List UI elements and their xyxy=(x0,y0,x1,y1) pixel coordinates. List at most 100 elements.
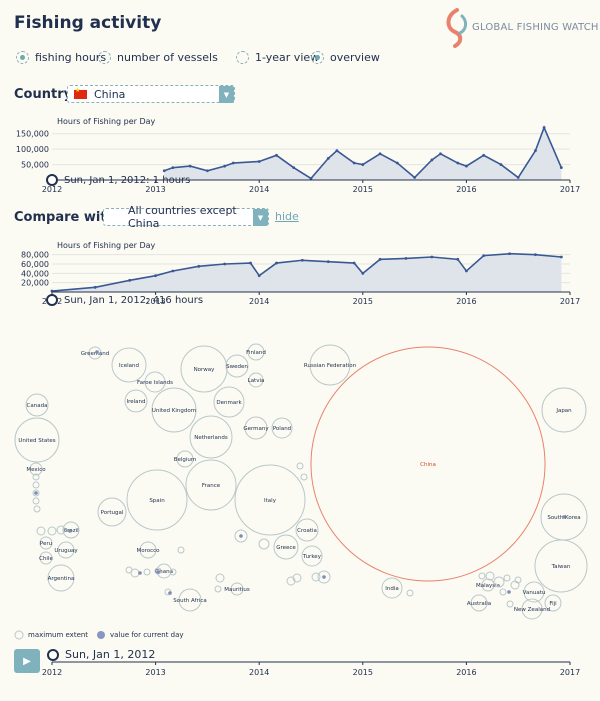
bubble-label: Japan xyxy=(555,408,572,414)
country-bubble[interactable] xyxy=(178,588,202,612)
country-bubble[interactable] xyxy=(185,459,237,511)
country-bubble[interactable] xyxy=(57,541,75,559)
country-bubble[interactable] xyxy=(39,551,53,565)
country-bubble[interactable] xyxy=(124,389,148,413)
compare-select[interactable]: All countries except China ▼ xyxy=(103,204,269,230)
country-bubble[interactable] xyxy=(493,576,505,588)
country-bubble[interactable] xyxy=(169,568,177,576)
country-bubble[interactable] xyxy=(213,386,245,418)
hide-link[interactable]: hide xyxy=(275,210,299,223)
country-select[interactable]: China ▼ xyxy=(67,85,235,103)
country-bubble[interactable] xyxy=(286,576,296,586)
country-bubble[interactable] xyxy=(130,568,140,578)
country-bubble[interactable] xyxy=(317,570,331,584)
country-bubble[interactable] xyxy=(25,393,49,417)
country-bubble[interactable] xyxy=(271,417,293,439)
country-bubble[interactable] xyxy=(309,344,351,386)
country-bubble[interactable] xyxy=(381,577,403,599)
timeline-handle-icon[interactable] xyxy=(46,294,58,306)
country-bubble[interactable] xyxy=(534,539,588,593)
country-bubble[interactable] xyxy=(503,574,511,582)
country-bubble[interactable] xyxy=(32,481,40,489)
country-bubble[interactable] xyxy=(478,572,486,580)
country-bubble[interactable] xyxy=(32,497,40,505)
country-bubble[interactable] xyxy=(544,594,562,612)
country-bubble[interactable] xyxy=(244,416,268,440)
radio-empty-icon xyxy=(98,50,111,64)
country-current-text: Sun, Jan 1, 2012: 1 hours xyxy=(64,174,191,186)
country-bubble[interactable] xyxy=(215,573,225,583)
bubble-label: Peru xyxy=(40,541,52,547)
country-bubble[interactable] xyxy=(510,580,520,590)
country-bubble[interactable] xyxy=(33,505,41,513)
play-button[interactable]: ▶ xyxy=(14,649,40,673)
country-bubble[interactable] xyxy=(154,567,162,575)
country-bubble[interactable] xyxy=(32,489,40,497)
country-bubble[interactable] xyxy=(292,573,302,583)
country-bubble[interactable] xyxy=(176,450,194,468)
country-bubble[interactable] xyxy=(230,582,244,596)
country-bubble[interactable] xyxy=(485,571,495,581)
bubble-label: Chile xyxy=(39,556,53,562)
country-bubble[interactable] xyxy=(248,372,264,388)
fishing-hours-toggle[interactable]: fishing hours xyxy=(16,49,106,65)
country-bubble[interactable] xyxy=(470,594,488,612)
country-bubble[interactable] xyxy=(32,473,40,481)
country-bubble[interactable] xyxy=(523,581,545,603)
country-bubble[interactable] xyxy=(499,588,507,596)
number-of-vessels-toggle[interactable]: number of vessels xyxy=(98,49,218,65)
y-tick-label: 80,000 xyxy=(21,251,49,260)
country-current-label[interactable]: Sun, Jan 1, 2012: 1 hours xyxy=(46,174,190,186)
bubble-label: Denmark xyxy=(216,400,242,406)
country-bubble[interactable] xyxy=(247,343,265,361)
country-bubble[interactable] xyxy=(214,585,222,593)
country-bubble[interactable] xyxy=(234,529,248,543)
country-bubble[interactable] xyxy=(144,371,166,393)
country-bubble[interactable] xyxy=(139,541,157,559)
country-bubble[interactable] xyxy=(29,462,43,476)
data-point xyxy=(257,160,261,163)
timeline-handle-icon[interactable] xyxy=(47,648,59,661)
bubble-label: France xyxy=(202,483,221,489)
bubble-label: Croatia xyxy=(297,528,317,534)
country-bubble[interactable] xyxy=(47,564,75,592)
country-bubble[interactable] xyxy=(514,576,522,584)
country-bubble[interactable] xyxy=(62,521,80,539)
country-bubble[interactable] xyxy=(177,546,185,554)
country-bubble[interactable] xyxy=(406,589,414,597)
country-bubble[interactable] xyxy=(14,417,60,463)
country-bubble[interactable] xyxy=(301,545,323,567)
country-bubble[interactable] xyxy=(36,526,46,536)
country-bubble[interactable] xyxy=(481,578,495,592)
data-point xyxy=(559,255,563,259)
country-bubble[interactable] xyxy=(521,598,543,620)
country-bubble[interactable] xyxy=(151,387,197,433)
country-bubble[interactable] xyxy=(273,534,299,560)
overview-toggle[interactable]: overview xyxy=(311,49,380,65)
country-bubble[interactable] xyxy=(295,518,319,542)
country-bubble[interactable] xyxy=(506,600,514,608)
country-bubble[interactable] xyxy=(311,572,321,582)
country-bubble[interactable] xyxy=(143,568,151,576)
country-bubble[interactable] xyxy=(126,469,188,531)
timeline-handle-icon[interactable] xyxy=(46,174,58,186)
country-bubble[interactable] xyxy=(180,345,228,393)
country-bubble[interactable] xyxy=(300,473,308,481)
country-bubble[interactable] xyxy=(88,346,102,360)
country-bubble[interactable] xyxy=(47,526,57,536)
country-bubble[interactable] xyxy=(111,347,147,383)
country-bubble[interactable] xyxy=(296,462,304,470)
country-bubble[interactable] xyxy=(541,387,587,433)
country-bubble[interactable] xyxy=(310,346,546,582)
country-bubble[interactable] xyxy=(56,525,66,535)
country-bubble[interactable] xyxy=(234,464,306,536)
bubble-label: India xyxy=(385,586,399,592)
compare-current-label[interactable]: Sun, Jan 1, 2012: 416 hours xyxy=(46,294,203,306)
country-bubble[interactable] xyxy=(189,415,233,459)
country-bubble[interactable] xyxy=(39,536,53,550)
main-timeline[interactable]: 2012 2013 2014 2015 2016 2017 xyxy=(0,642,600,687)
country-bubble[interactable] xyxy=(225,354,249,378)
country-bubble[interactable] xyxy=(97,497,127,527)
one-year-view-toggle[interactable]: 1-year view xyxy=(236,49,319,65)
country-bubble[interactable] xyxy=(258,538,270,550)
